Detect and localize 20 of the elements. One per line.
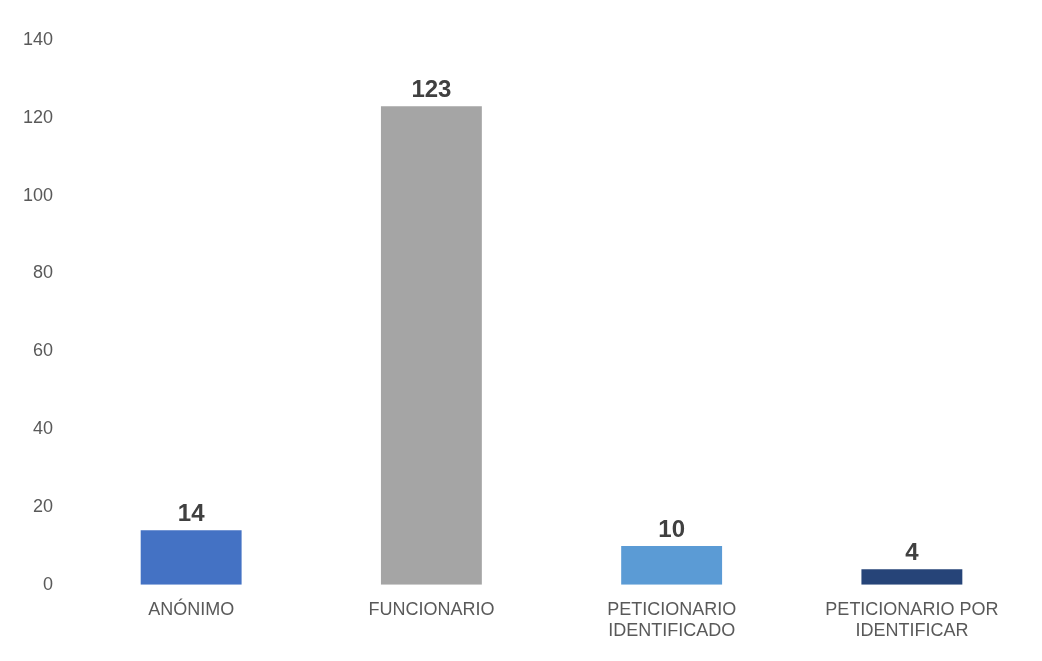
y-tick-label: 20: [33, 495, 54, 516]
x-tick-label: PETICIONARIO IDENTIFICADO: [607, 598, 737, 641]
data-label: 14: [177, 498, 206, 526]
y-tick-label: 120: [22, 106, 54, 127]
data-label: 10: [658, 514, 685, 542]
data-label: 4: [905, 537, 920, 565]
y-tick-label: 100: [22, 184, 54, 205]
data-label: 123: [411, 74, 452, 102]
bar: [140, 530, 242, 585]
x-tick-label: FUNCIONARIO: [368, 598, 495, 619]
bar: [380, 106, 482, 585]
y-tick-label: 80: [33, 262, 54, 283]
y-tick-label: 60: [33, 340, 54, 361]
x-tick-label: PETICIONARIO POR IDENTIFICAR: [825, 598, 999, 641]
y-tick-label: 0: [43, 573, 54, 594]
x-tick-label: ANÓNIMO: [148, 597, 235, 619]
y-tick-label: 140: [22, 28, 54, 49]
y-tick-label: 40: [33, 418, 54, 439]
bar: [861, 569, 963, 585]
bar: [621, 545, 723, 585]
